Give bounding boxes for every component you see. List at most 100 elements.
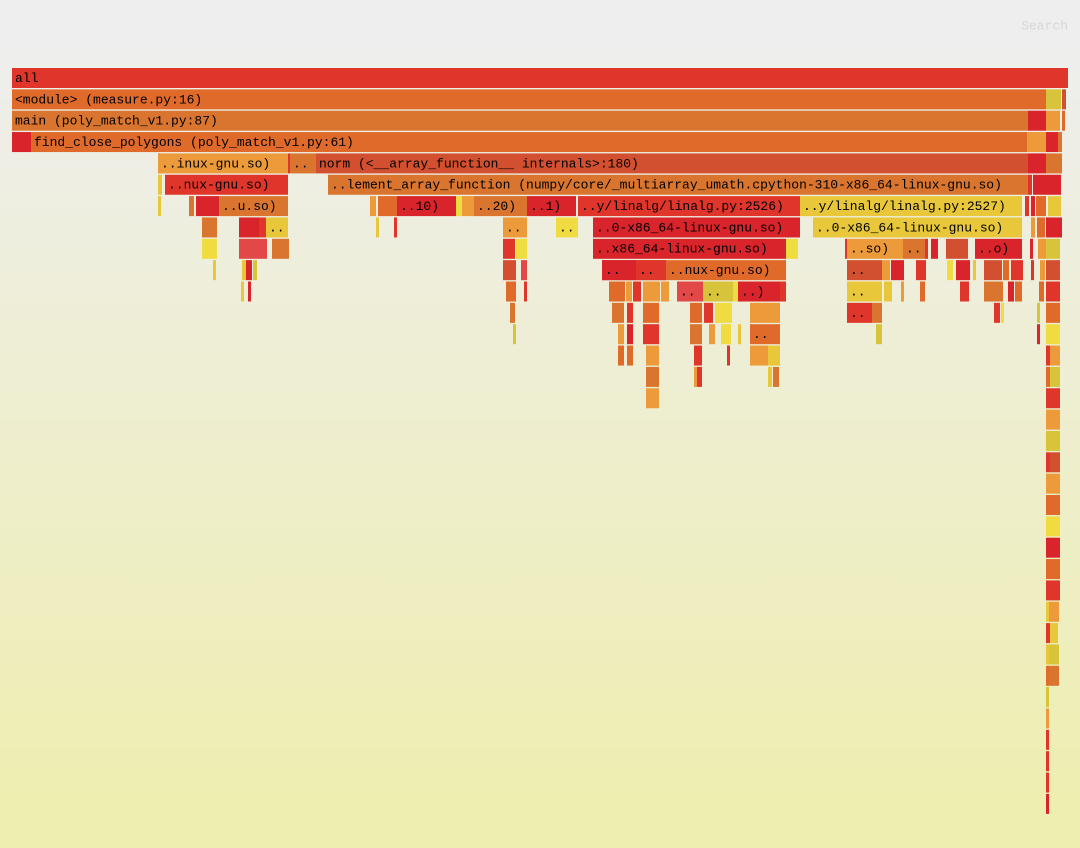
frame: [1028, 174, 1032, 195]
frame-box: [556, 217, 578, 238]
frame: [733, 281, 738, 302]
frame-box: [12, 110, 1028, 131]
frame: [158, 174, 162, 195]
frame: [1031, 217, 1035, 238]
frame: ..: [703, 281, 733, 302]
frame: [646, 345, 659, 366]
frame: <module> (measure.py:16): [12, 89, 1046, 110]
frame: ..nux-gnu.so): [165, 174, 288, 195]
frame-box: [703, 281, 733, 302]
frame: ..: [266, 217, 288, 238]
frame: [768, 366, 772, 387]
frame: [1046, 751, 1049, 772]
frame: [1046, 302, 1060, 323]
frame: [1039, 281, 1044, 302]
frame: [1036, 196, 1046, 217]
frame-label: all: [15, 71, 39, 86]
frame: [1046, 665, 1049, 686]
frame: ..so): [847, 238, 903, 259]
frame: ..): [738, 281, 780, 302]
frame-box: [813, 217, 1022, 238]
frame-box: [397, 196, 456, 217]
frame: [1046, 409, 1060, 430]
frame: [1046, 132, 1058, 153]
frame: ..: [903, 238, 925, 259]
frame: [1062, 89, 1066, 110]
frame: [158, 196, 161, 217]
search-button[interactable]: Search: [1021, 18, 1068, 33]
frame: [1037, 324, 1040, 345]
frame: ..y/linalg/linalg.py:2526): [578, 196, 800, 217]
frame: [750, 345, 768, 366]
frame: [872, 302, 882, 323]
frame: ..o): [975, 238, 1022, 259]
frame-label: ..nux-gnu.so): [168, 178, 269, 193]
frame: [1048, 196, 1061, 217]
frame: ..: [750, 324, 780, 345]
frame-label: <module> (measure.py:16): [15, 92, 202, 107]
frame: [1050, 366, 1060, 387]
frame-label: ..: [906, 242, 922, 257]
frame-box: [666, 260, 786, 281]
frame: [272, 238, 289, 259]
frame: [916, 260, 926, 281]
frame: [1046, 708, 1049, 729]
frame: [884, 281, 892, 302]
frame-box: [503, 217, 527, 238]
frame: [947, 260, 953, 281]
frame: [202, 238, 217, 259]
frame: ..: [677, 281, 703, 302]
frame-box: [12, 68, 1068, 88]
frame: [1046, 281, 1060, 302]
frame: [1040, 260, 1045, 281]
frame: [643, 324, 659, 345]
frame: ..20): [474, 196, 527, 217]
frame: [1025, 196, 1029, 217]
frame-box: [31, 132, 1027, 153]
frame: [882, 260, 890, 281]
frame: [1046, 345, 1050, 366]
frame: [1046, 388, 1060, 409]
frame-label: ..: [850, 306, 866, 321]
frame: [1062, 110, 1065, 131]
frame: [1050, 452, 1060, 473]
frame: [189, 196, 194, 217]
frame: [627, 302, 633, 323]
frame: [786, 238, 798, 259]
frame: [196, 196, 219, 217]
frame: ..lement_array_function (numpy/core/_mul…: [328, 174, 1028, 195]
frame-box: [578, 196, 800, 217]
frame: [288, 153, 290, 174]
frame: [1050, 345, 1060, 366]
frame: [727, 345, 730, 366]
frame: [394, 217, 397, 238]
frame: [1046, 217, 1062, 238]
frame: find_close_polygons (poly_match_v1.py:61…: [31, 132, 1027, 153]
frame: [1046, 772, 1049, 793]
frame: [845, 238, 847, 259]
frame-box: [677, 281, 703, 302]
frame: [697, 366, 702, 387]
frame: [202, 217, 217, 238]
frame: [690, 324, 702, 345]
frame: [715, 302, 732, 323]
frame-label: ..lement_array_function (numpy/core/_mul…: [331, 178, 1002, 193]
frame-box: [527, 196, 576, 217]
frame-box: [290, 153, 316, 174]
frame-box: [219, 196, 288, 217]
frame-label: ..): [741, 284, 764, 299]
frame: [920, 281, 925, 302]
frame: [246, 260, 252, 281]
frame: [1037, 217, 1045, 238]
frame: [618, 345, 624, 366]
frame: [1046, 580, 1060, 601]
frame-label: ..inux-gnu.so): [161, 156, 270, 171]
frame-label: ..: [639, 263, 655, 278]
frame: [1046, 793, 1049, 814]
frame-box: [266, 217, 288, 238]
frame: [1011, 260, 1023, 281]
frame: [1046, 729, 1049, 750]
frame: [259, 217, 266, 238]
frame: [1046, 153, 1062, 174]
